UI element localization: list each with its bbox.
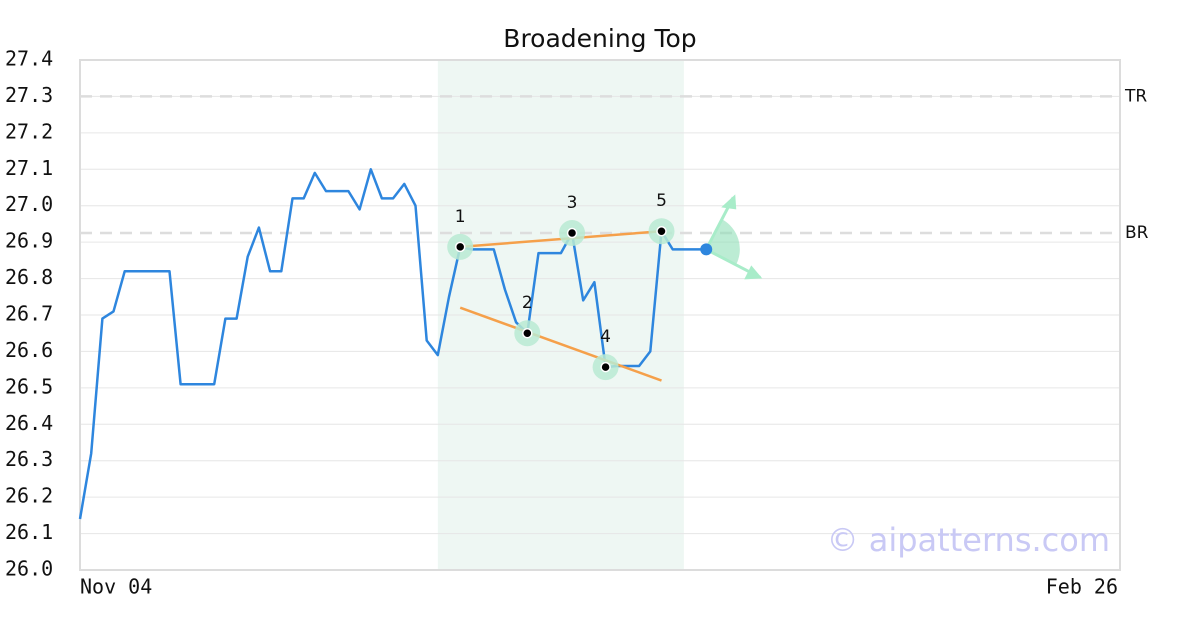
y-tick-label: 27.2 [5, 119, 53, 143]
y-tick-label: 26.3 [5, 447, 53, 471]
y-tick-label: 26.1 [5, 520, 53, 544]
reference-label: BR [1125, 223, 1149, 243]
end-point [700, 243, 713, 256]
arrow-head [721, 194, 737, 210]
y-tick-label: 26.5 [5, 374, 53, 398]
pattern-point [522, 327, 533, 339]
trendline [459, 306, 662, 382]
y-tick-label: 26.2 [5, 484, 53, 508]
y-tick-label: 27.4 [5, 47, 53, 71]
price-line [78, 168, 707, 520]
pattern-label: 3 [567, 193, 578, 213]
pattern-point [656, 225, 667, 237]
pattern-point [600, 361, 611, 373]
plot-frame [79, 59, 1121, 571]
y-tick-label: 27.0 [5, 192, 53, 216]
y-tick-label: 26.7 [5, 302, 53, 326]
x-tick-label: Feb 26 [1046, 575, 1118, 599]
watermark: © aipatterns.com [827, 521, 1110, 559]
pattern-label: 1 [455, 207, 466, 227]
reference-label: TR [1124, 86, 1147, 106]
y-tick-label: 26.8 [5, 265, 53, 289]
y-tick-label: 26.0 [5, 557, 53, 581]
y-tick-label: 27.1 [5, 156, 53, 180]
pattern-point [566, 227, 578, 239]
pattern-label: 5 [656, 191, 667, 211]
arrow-head [744, 265, 763, 280]
y-tick-label: 26.9 [5, 229, 53, 253]
pattern-point [454, 241, 466, 253]
y-tick-label: 27.3 [5, 83, 53, 107]
chart-title: Broadening Top [503, 24, 696, 53]
pattern-label: 2 [522, 293, 533, 313]
x-tick-label: Nov 04 [80, 575, 152, 599]
y-tick-label: 26.6 [5, 338, 53, 362]
pattern-label: 4 [600, 327, 611, 347]
y-tick-label: 26.4 [5, 411, 53, 435]
